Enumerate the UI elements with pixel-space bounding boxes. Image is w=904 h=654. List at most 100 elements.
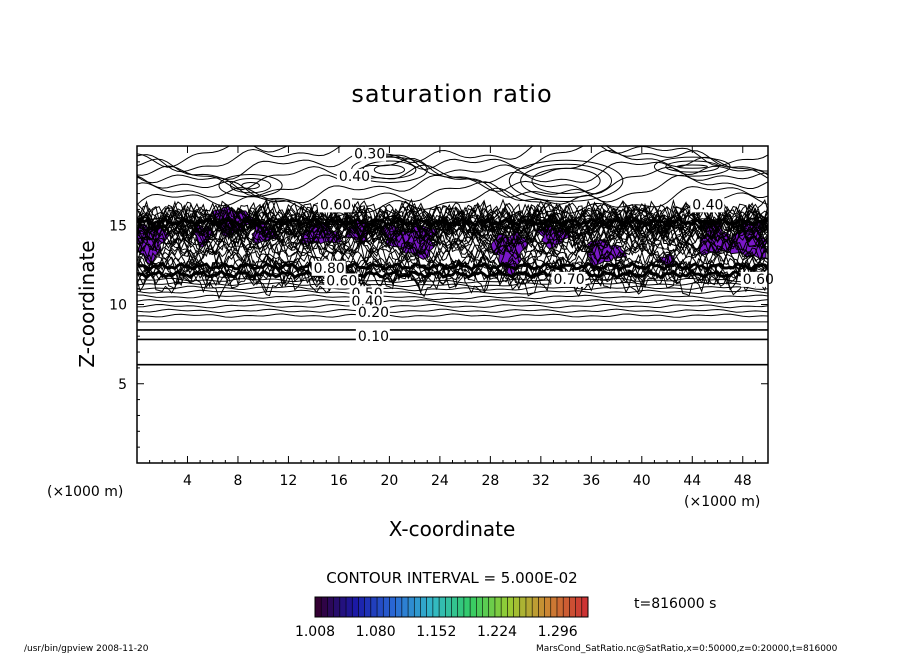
colorbar-segment <box>470 597 477 617</box>
contour-eddy <box>218 174 283 198</box>
contour-line <box>137 232 768 266</box>
contour-label: 0.10 <box>358 329 389 345</box>
contour-line <box>137 146 768 168</box>
footer-left: /usr/bin/gpview 2008-11-20 <box>24 644 149 654</box>
colorbar-tick-label: 1.224 <box>477 624 517 640</box>
colorbar-segment <box>563 597 570 617</box>
contour-line <box>137 235 768 257</box>
colorbar-segment <box>370 597 378 617</box>
x-axis-label: X-coordinate <box>389 517 516 541</box>
contour-eddy <box>531 167 601 195</box>
y-tick-label: 5 <box>118 377 127 393</box>
contour-line <box>137 149 768 180</box>
contour-label: 0.20 <box>358 305 389 321</box>
contour-label: 0.70 <box>553 272 584 288</box>
contour-line-thick <box>137 216 768 228</box>
colorbar-segment <box>569 597 576 617</box>
chart-title: saturation ratio <box>351 80 552 108</box>
contour-eddy <box>229 177 272 194</box>
colorbar-segment <box>389 597 396 617</box>
colorbar-frame <box>314 596 589 618</box>
x-tick-label: 4 <box>183 473 192 489</box>
contour-line <box>137 248 768 276</box>
contour-line-thick <box>137 269 768 280</box>
contour-eddy <box>520 163 613 199</box>
contour-label-bg <box>740 271 775 287</box>
contour-label-bg <box>355 328 390 344</box>
contour-label: 0.40 <box>692 197 723 213</box>
colorbar-segment <box>364 597 372 617</box>
colorbar <box>314 596 589 618</box>
contour-label-bg <box>317 197 352 213</box>
contour-line <box>137 202 768 236</box>
x-axis-ticks: 4 8 12 16 20 24 28 32 36 40 44 48 <box>149 146 756 489</box>
z-unit-label: (×1000 m) <box>47 484 123 500</box>
colorbar-segment <box>327 597 334 617</box>
contour-line <box>137 251 768 288</box>
contour-line <box>137 157 768 191</box>
contour-eddy <box>676 164 708 169</box>
contour-label-bg <box>311 260 346 276</box>
colorbar-segment <box>377 597 384 617</box>
x-tick-label: 12 <box>280 473 298 489</box>
contour-label-bg <box>336 168 371 184</box>
contour-line <box>137 277 768 284</box>
colorbar-segment <box>581 597 589 617</box>
colorbar-segment <box>333 597 341 617</box>
footer-right: MarsCond_SatRatio.nc@SatRatio,x=0:50000,… <box>536 644 838 654</box>
colorbar-segment <box>315 597 322 617</box>
contour-label: 0.80 <box>314 261 345 277</box>
contour-label: 0.60 <box>743 272 774 288</box>
contour-line <box>137 213 768 243</box>
colorbar-segment <box>414 597 421 617</box>
x-tick-label: 44 <box>683 473 701 489</box>
contour-line <box>137 308 768 314</box>
colorbar-segment <box>575 597 582 617</box>
contour-line <box>137 259 768 294</box>
colorbar-segment <box>321 597 328 617</box>
contour-label-bg <box>352 146 387 162</box>
colorbar-segment <box>550 597 558 617</box>
contour-line <box>137 289 768 296</box>
x-tick-label: 16 <box>330 473 348 489</box>
colorbar-segment <box>439 597 446 617</box>
colorbar-segment <box>457 597 465 617</box>
colorbar-segment <box>463 597 471 617</box>
contour-eddy <box>373 164 406 176</box>
contour-line <box>137 224 768 258</box>
contour-eddy <box>508 159 624 202</box>
time-label: t=816000 s <box>634 596 716 612</box>
colorbar-segment <box>488 597 496 617</box>
colorbar-segment <box>432 597 440 617</box>
colorbar-segment <box>525 597 533 617</box>
contour-lines <box>137 146 768 366</box>
plot-frame <box>136 145 769 464</box>
colorbar-segment <box>519 597 527 617</box>
contour-line <box>137 146 768 173</box>
x-tick-label: 20 <box>380 473 398 489</box>
plot-area: 0.300.400.400.600.800.600.700.600.500.40… <box>109 145 775 489</box>
contour-line <box>137 181 768 214</box>
colorbar-segment <box>352 597 359 617</box>
colorbar-segment <box>532 597 539 617</box>
colorbar-segment <box>494 597 502 617</box>
contour-label: 0.30 <box>354 147 385 163</box>
colorbar-tick-labels: 1.008 1.080 1.152 1.224 1.296 <box>295 624 578 640</box>
contour-line <box>137 313 768 318</box>
colorbar-segment <box>426 597 434 617</box>
contour-line <box>137 294 768 301</box>
colorbar-segment <box>358 597 365 617</box>
colorbar-segment <box>346 597 353 617</box>
colorbar-segment <box>401 597 409 617</box>
contour-label-bg <box>690 197 725 213</box>
colorbar-segment <box>383 597 390 617</box>
colorbar-segment <box>501 597 508 617</box>
contour-line <box>137 217 768 245</box>
y-tick-label: 15 <box>109 218 127 234</box>
colorbar-tick-label: 1.008 <box>295 624 335 640</box>
contour-line <box>137 164 768 197</box>
contour-label: 0.40 <box>339 169 370 185</box>
contour-line <box>137 281 768 288</box>
colorbar-tick-label: 1.080 <box>356 624 396 640</box>
